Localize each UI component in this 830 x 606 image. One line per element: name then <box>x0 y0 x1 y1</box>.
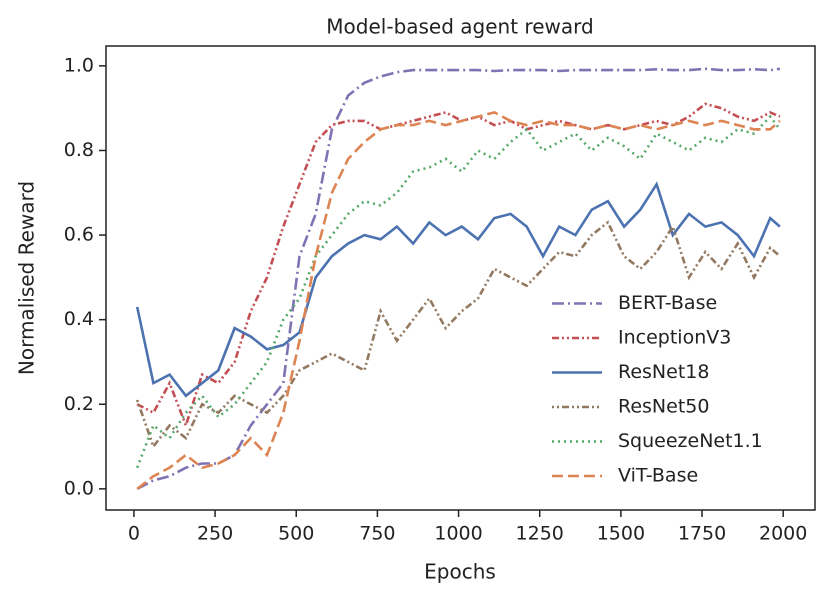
x-tick-label: 500 <box>278 523 314 545</box>
y-tick-label: 0.2 <box>64 393 94 415</box>
x-tick-label: 1250 <box>516 523 564 545</box>
y-tick-label: 0.6 <box>64 224 94 246</box>
y-tick-label: 1.0 <box>64 54 94 76</box>
legend-label: ViT-Base <box>618 465 698 487</box>
series-line <box>136 67 781 491</box>
legend-label: ResNet18 <box>618 361 709 383</box>
chart-title: Model-based agent reward <box>326 15 593 39</box>
y-tick-label: 0.4 <box>64 308 94 330</box>
x-tick-label: 250 <box>197 523 233 545</box>
y-axis-label: Normalised Reward <box>15 181 39 375</box>
series-line <box>135 220 781 450</box>
legend-label: BERT-Base <box>618 292 717 314</box>
legend-label: SqueezeNet1.1 <box>618 430 763 452</box>
x-tick-label: 1750 <box>678 523 726 545</box>
y-tick-label: 0.0 <box>64 477 94 499</box>
legend-label: InceptionV3 <box>618 327 731 349</box>
plot-frame <box>105 45 816 511</box>
x-axis-label: Epochs <box>424 560 496 584</box>
x-tick-label: 750 <box>359 523 395 545</box>
series-line <box>135 181 781 398</box>
x-tick-label: 1000 <box>434 523 482 545</box>
y-tick-label: 0.8 <box>64 139 94 161</box>
x-tick-label: 2000 <box>759 523 807 545</box>
series-line <box>136 111 781 490</box>
x-tick-label: 0 <box>128 523 140 545</box>
x-tick-label: 1500 <box>597 523 645 545</box>
legend-label: ResNet50 <box>618 396 709 418</box>
